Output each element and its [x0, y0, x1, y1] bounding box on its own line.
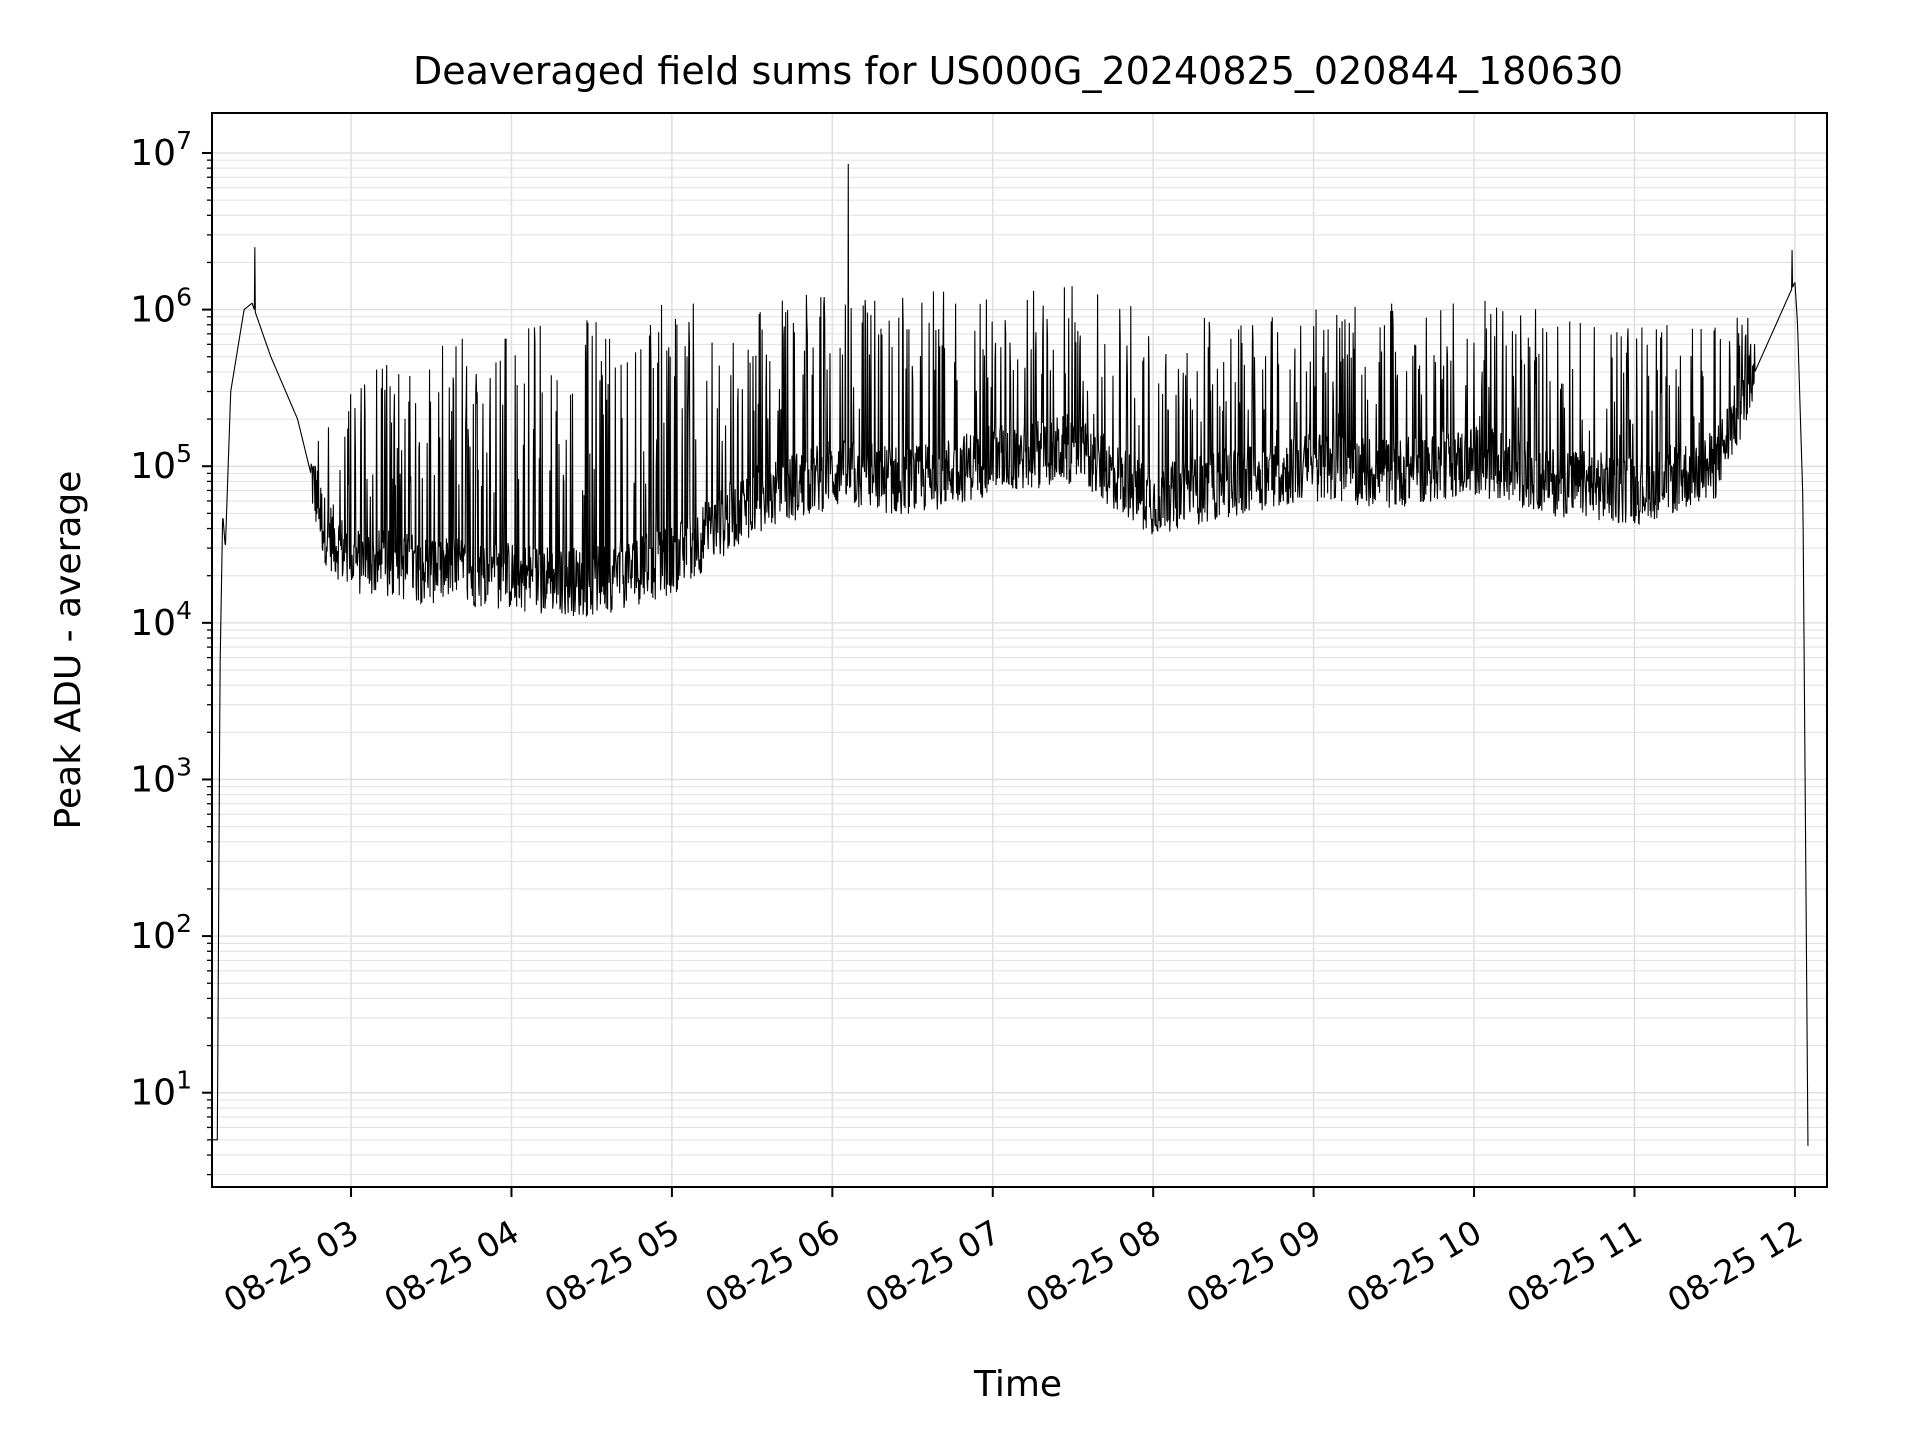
- x-axis-label: Time: [973, 1364, 1062, 1405]
- series-line: [212, 164, 1809, 1146]
- grid: [212, 113, 1827, 1187]
- plot-area-frame: [211, 112, 1828, 1188]
- y-axis-label: Peak ADU - average: [48, 471, 89, 830]
- data-layer: [212, 164, 1809, 1146]
- chart-title: Deaveraged field sums for US000G_2024082…: [413, 49, 1623, 93]
